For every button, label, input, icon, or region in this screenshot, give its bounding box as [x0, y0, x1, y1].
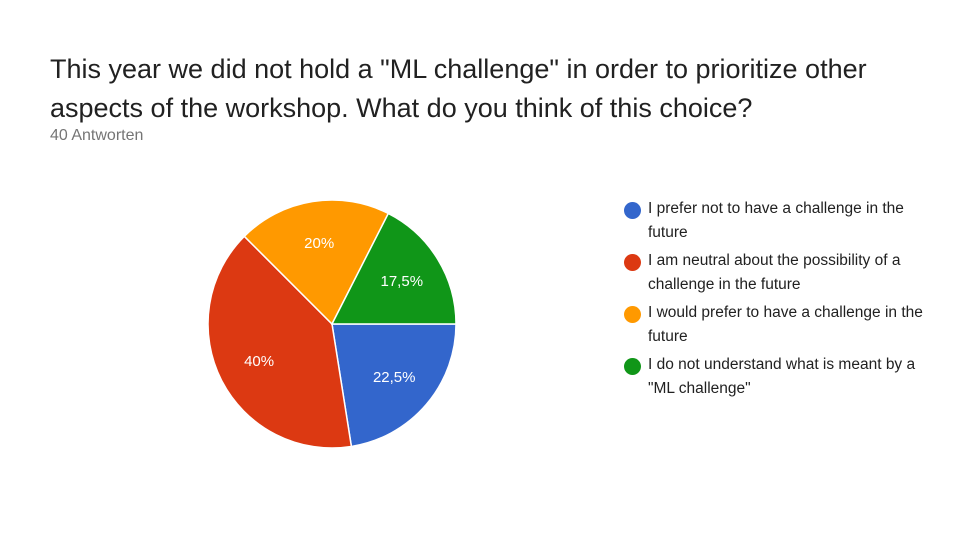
legend-item-not-understand: I do not understand what is meant by a "… [624, 356, 934, 401]
question-title: This year we did not hold a "ML challeng… [50, 54, 867, 123]
legend-label-prefer: I would prefer to have a challenge in th… [648, 304, 923, 345]
pie-label-prefer: 20% [304, 235, 334, 252]
legend-swatch-prefer [624, 306, 641, 323]
pie-label-not-understand: 17,5% [381, 273, 424, 290]
legend-swatch-not-understand [624, 358, 641, 375]
legend-label-not-understand: I do not understand what is meant by a "… [648, 356, 916, 397]
legend-item-prefer: I would prefer to have a challenge in th… [624, 304, 934, 349]
pie-label-prefer-not: 22,5% [373, 369, 416, 386]
pie-label-neutral: 40% [244, 353, 274, 370]
legend-label-neutral: I am neutral about the possibility of a … [648, 252, 901, 293]
pie-slice-neutral [207, 235, 353, 449]
pie-slice-prefer [243, 199, 390, 326]
pie-slice-not-understand [330, 212, 457, 325]
legend-item-neutral: I am neutral about the possibility of a … [624, 252, 934, 297]
legend-swatch-prefer-not [624, 202, 641, 219]
pie-slice-prefer-not [331, 323, 457, 448]
legend-label-prefer-not: I prefer not to have a challenge in the … [648, 200, 904, 241]
response-count: 40 Antworten [50, 127, 144, 144]
legend-item-prefer-not: I prefer not to have a challenge in the … [624, 200, 934, 245]
chart-legend: I prefer not to have a challenge in the … [624, 200, 934, 408]
legend-swatch-neutral [624, 254, 641, 271]
